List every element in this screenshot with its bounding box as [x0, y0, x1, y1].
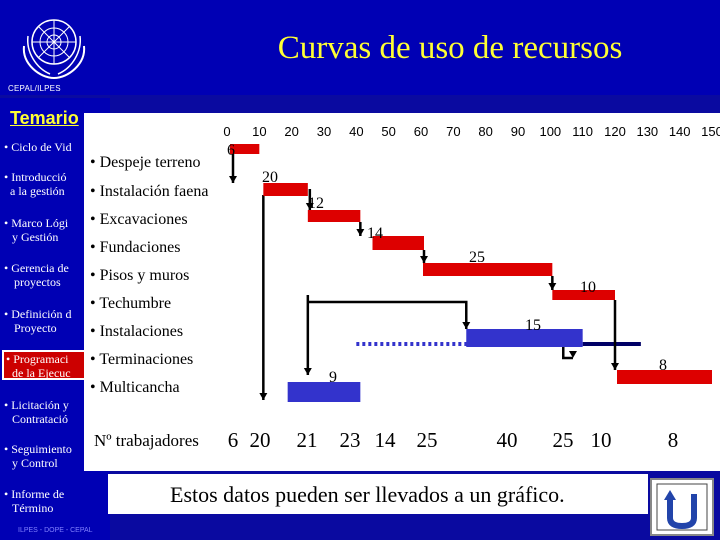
x-tick-label: 30	[317, 124, 331, 139]
workers-row-value: 20	[250, 428, 271, 452]
sidebar-item-marco-logico-line2[interactable]: y Gestión	[12, 230, 59, 244]
workers-row-value: 23	[340, 428, 361, 452]
bar-workers-label: 10	[580, 279, 596, 296]
sidebar-item-gerencia[interactable]: • Gerencia de	[4, 261, 69, 275]
task-label: • Despeje terreno	[90, 154, 200, 171]
x-tick-label: 10	[252, 124, 266, 139]
gantt-bar	[263, 183, 308, 196]
gantt-bar	[372, 236, 424, 250]
task-label: • Pisos y muros	[90, 267, 189, 284]
gantt-bar	[287, 382, 361, 402]
task-label: • Techumbre	[90, 295, 171, 312]
dependency-connector-arrow	[305, 203, 314, 210]
sidebar-item-informe[interactable]: • Informe de	[4, 487, 65, 501]
workers-row-value: 14	[375, 428, 397, 452]
dependency-connector-arrow	[420, 256, 428, 263]
dependency-connector-arrow	[303, 368, 312, 375]
sidebar-item-introduccion-line2[interactable]: a la gestión	[10, 184, 65, 198]
dependency-connector-arrow	[568, 351, 577, 358]
task-label: • Instalación faena	[90, 183, 208, 200]
x-tick-label: 0	[223, 124, 230, 139]
x-tick-label: 100	[539, 124, 561, 139]
workers-row-value: 40	[497, 428, 518, 452]
x-tick-label: 110	[572, 124, 593, 139]
gantt-bar	[552, 290, 615, 300]
caption: Estos datos pueden ser llevados a un grá…	[170, 482, 565, 507]
dependency-connector-arrow	[259, 393, 268, 400]
sidebar-item-programacion-label: • Programaci	[6, 352, 69, 366]
dependency-connector-arrow	[611, 363, 619, 370]
task-label: • Fundaciones	[90, 239, 180, 256]
x-tick-label: 90	[511, 124, 525, 139]
sidebar-item-informe-line2[interactable]: Término	[12, 501, 54, 515]
organization-label: CEPAL/ILPES	[8, 84, 61, 93]
dependency-connector-arrow	[548, 283, 557, 290]
un-emblem-icon	[22, 19, 86, 80]
workers-panel	[84, 413, 720, 467]
header-bar	[0, 0, 720, 95]
sidebar-item-definicion[interactable]: • Definición d	[4, 307, 72, 321]
return-arrow-icon	[656, 483, 708, 531]
x-tick-label: 50	[381, 124, 395, 139]
sidebar-item-gerencia-line2[interactable]: proyectos	[14, 275, 61, 289]
task-label: • Terminaciones	[90, 351, 193, 368]
gantt-bar	[230, 144, 260, 154]
x-tick-label: 70	[446, 124, 460, 139]
x-tick-label: 150	[701, 124, 720, 139]
dependency-connector-arrow	[462, 322, 471, 329]
gantt-bar	[307, 210, 361, 222]
workers-row-value: 6	[228, 428, 239, 452]
bar-workers-label: 20	[262, 169, 278, 186]
sidebar-item-definicion-line2[interactable]: Proyecto	[14, 321, 57, 335]
bar-workers-label: 25	[469, 249, 485, 266]
task-label: • Instalaciones	[90, 323, 183, 340]
footer-code: ILPES - DOPE - CEPAL	[18, 527, 93, 534]
workers-row-value: 8	[668, 428, 679, 452]
gantt-bar	[617, 370, 712, 384]
gantt-bar	[423, 263, 553, 276]
sidebar-item-licitacion[interactable]: • Licitación y	[4, 398, 69, 412]
sidebar-item-ciclo[interactable]: • Ciclo de Vid	[4, 140, 72, 154]
bar-workers-label: 14	[367, 225, 383, 242]
dependency-connector-arrow	[229, 176, 237, 183]
caption-panel	[108, 474, 648, 514]
sidebar-heading: Temario	[10, 108, 79, 128]
sidebar-item-seguimiento-line2[interactable]: y Control	[12, 456, 58, 470]
gantt-bar	[466, 329, 583, 347]
sidebar-item-licitacion-line2[interactable]: Contratació	[12, 412, 68, 426]
x-tick-label: 120	[604, 124, 626, 139]
sidebar-item-marco-logico[interactable]: • Marco Lógi	[4, 216, 69, 230]
workers-row-label: Nº trabajadores	[94, 431, 199, 450]
sidebar-item-programacion-label-line2: de la Ejecuc	[12, 366, 71, 380]
workers-row-value: 25	[553, 428, 574, 452]
sidebar-item-seguimiento[interactable]: • Seguimiento	[4, 442, 72, 456]
bar-workers-label: 9	[329, 369, 337, 386]
x-tick-label: 130	[636, 124, 658, 139]
x-tick-label: 60	[414, 124, 428, 139]
page-title: Curvas de uso de recursos	[277, 30, 623, 66]
dependency-connector-arrow	[356, 229, 365, 236]
workers-row-value: 21	[297, 428, 318, 452]
workers-row-value: 10	[591, 428, 612, 452]
bar-workers-label: 8	[659, 357, 667, 374]
workers-row-value: 25	[417, 428, 438, 452]
dependency-connector	[307, 300, 468, 329]
bar-workers-label: 6	[227, 142, 235, 159]
x-tick-label: 80	[478, 124, 492, 139]
task-label: • Multicancha	[90, 379, 180, 396]
bar-workers-label: 15	[525, 317, 541, 334]
x-tick-label: 140	[669, 124, 691, 139]
x-tick-label: 20	[284, 124, 298, 139]
return-button[interactable]	[650, 478, 714, 536]
task-label: • Excavaciones	[90, 211, 188, 228]
sidebar-item-introduccion[interactable]: • Introducció	[4, 170, 67, 184]
x-tick-label: 40	[349, 124, 363, 139]
bar-workers-label: 12	[308, 195, 324, 212]
